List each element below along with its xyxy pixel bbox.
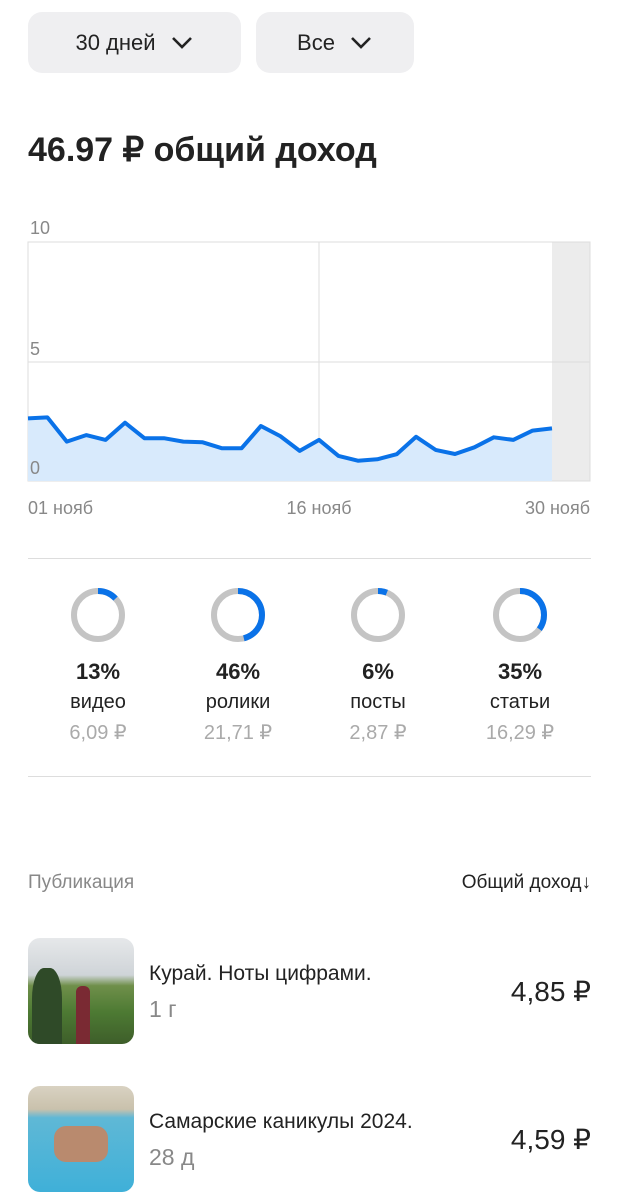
sort-by-income[interactable]: Общий доход↓	[461, 872, 591, 893]
publication-income: 4,85 ₽	[510, 976, 591, 1007]
publication-thumbnail	[28, 938, 134, 1044]
breakdown-amount: 2,87 ₽	[349, 722, 407, 744]
breakdown-pct: 46%	[215, 659, 261, 684]
breakdown-label: ролики	[205, 691, 271, 713]
breakdown-shorts[interactable]: 46% ролики 21,71 ₽	[168, 585, 308, 745]
y-tick-10: 10	[30, 218, 50, 238]
breakdown-label: посты	[350, 691, 406, 713]
income-chart: 10 5 0 01 нояб 16 нояб 30 нояб	[27, 218, 591, 518]
publication-income: 4,59 ₽	[510, 1124, 591, 1155]
column-publication: Публикация	[28, 872, 135, 893]
breakdown-amount: 21,71 ₽	[203, 722, 273, 744]
y-tick-5: 5	[30, 339, 40, 359]
publication-row[interactable]: Курай. Ноты цифрами. 1 г 4,85 ₽	[28, 938, 591, 1044]
breakdown-pct: 35%	[497, 659, 543, 684]
breakdown-pct: 13%	[75, 659, 121, 684]
breakdown-pct: 6%	[362, 659, 394, 684]
publication-age: 1 г	[149, 996, 177, 1022]
donut-articles-icon	[493, 588, 547, 642]
chevron-down-icon	[171, 36, 192, 49]
breakdown-label: статьи	[489, 691, 551, 713]
total-income-title: 46.97 ₽ общий доход	[28, 131, 377, 169]
publication-row[interactable]: Самарские каникулы 2024. 28 д 4,59 ₽	[28, 1086, 591, 1192]
period-dropdown[interactable]: 30 дней	[28, 12, 241, 73]
type-label: Все	[297, 29, 335, 55]
breakdown-video[interactable]: 13% видео 6,09 ₽	[28, 585, 168, 745]
breakdown-label: видео	[70, 691, 126, 713]
breakdown-articles[interactable]: 35% статьи 16,29 ₽	[450, 585, 590, 745]
breakdown-amount: 6,09 ₽	[69, 722, 127, 744]
breakdown-amount: 16,29 ₽	[485, 722, 555, 744]
publication-title: Курай. Ноты цифрами.	[149, 962, 372, 985]
publication-age: 28 д	[149, 1144, 195, 1170]
type-dropdown[interactable]: Все	[256, 12, 414, 73]
period-label: 30 дней	[75, 29, 156, 55]
x-tick-end: 30 нояб	[525, 498, 590, 518]
x-tick-mid: 16 нояб	[286, 498, 351, 518]
publication-thumbnail	[28, 1086, 134, 1192]
donut-posts-icon	[351, 588, 405, 642]
series-line	[27, 415, 553, 463]
donut-video-icon	[71, 588, 125, 642]
publication-title: Самарские каникулы 2024.	[149, 1110, 413, 1133]
divider	[28, 558, 591, 559]
x-tick-start: 01 нояб	[28, 498, 93, 518]
donut-shorts-icon	[211, 588, 265, 642]
divider	[28, 776, 591, 777]
chevron-down-icon	[351, 36, 371, 49]
y-tick-0: 0	[30, 458, 40, 478]
area-fill	[28, 417, 552, 481]
breakdown-posts[interactable]: 6% посты 2,87 ₽	[308, 585, 448, 745]
